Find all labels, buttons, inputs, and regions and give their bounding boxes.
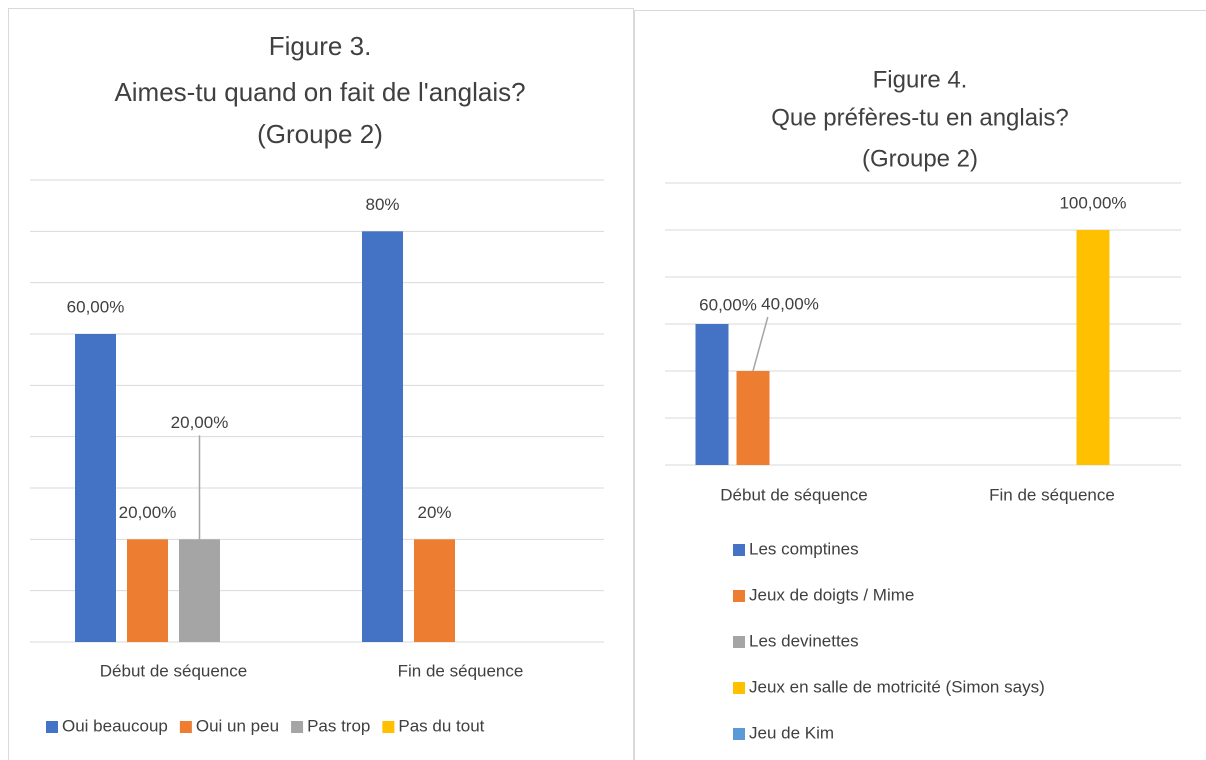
chart-title: Que préfères-tu en anglais? (771, 104, 1069, 131)
panel-border (8, 8, 634, 760)
bar (75, 334, 116, 642)
legend-swatch (179, 721, 192, 733)
chart-title: Figure 4. (873, 66, 968, 93)
data-label: 40,00% (761, 294, 819, 313)
legend-swatch (46, 721, 58, 733)
legend-label: Les devinettes (749, 631, 859, 650)
x-tick-label: Fin de séquence (398, 661, 524, 680)
bar (127, 539, 168, 642)
bar (736, 371, 770, 465)
data-label: 100,00% (1059, 193, 1126, 212)
bar (1076, 230, 1110, 465)
legend-label: Oui beaucoup (62, 716, 168, 735)
chart-title: (Groupe 2) (862, 145, 978, 172)
leader-line (752, 316, 769, 372)
bar (695, 324, 729, 465)
bar (362, 231, 403, 643)
x-tick-label: Début de séquence (720, 485, 867, 504)
bar (414, 539, 455, 642)
data-label: 60,00% (699, 295, 757, 314)
legend-label: Jeu de Kim (749, 723, 834, 742)
legend-label: Oui un peu (196, 716, 279, 735)
x-tick-label: Fin de séquence (989, 485, 1115, 504)
legend-swatch (382, 721, 395, 733)
legend-swatch (733, 728, 745, 740)
data-label: 20,00% (119, 503, 177, 522)
panel-border (634, 10, 1206, 760)
legend-label: Pas du tout (398, 716, 484, 735)
data-label: 80% (365, 195, 399, 214)
legend-label: Jeux de doigts / Mime (749, 585, 914, 604)
legend-swatch (733, 682, 745, 694)
legend-label: Pas trop (307, 716, 370, 735)
legend-swatch (733, 544, 745, 556)
x-tick-label: Début de séquence (100, 661, 247, 680)
legend-label: Les comptines (749, 539, 859, 558)
data-label: 20,00% (171, 413, 229, 432)
data-label: 20% (417, 503, 451, 522)
legend-label: Jeux en salle de motricité (Simon says) (749, 677, 1045, 696)
chart-title: (Groupe 2) (257, 119, 383, 149)
chart-title: Aimes-tu quand on fait de l'anglais? (114, 77, 525, 107)
legend-swatch (291, 721, 304, 733)
data-label: 60,00% (67, 297, 125, 316)
chart-title: Figure 3. (269, 31, 372, 61)
legend-swatch (733, 590, 745, 602)
legend-swatch (733, 636, 745, 648)
bar (179, 539, 220, 642)
